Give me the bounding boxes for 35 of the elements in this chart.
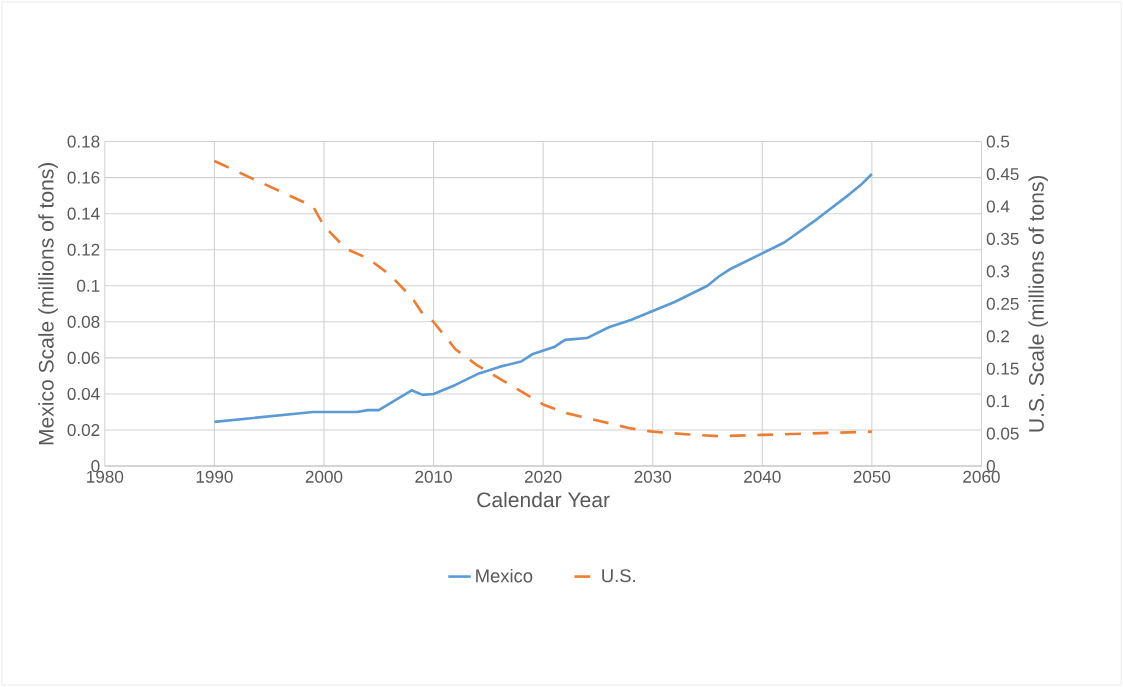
y2-tick-label: 0.5 bbox=[986, 135, 1010, 148]
y2-axis-title: U.S. Scale (millions of tons) bbox=[1028, 175, 1049, 432]
x-tick-label: 2030 bbox=[634, 470, 672, 483]
y-tick-label: 0.04 bbox=[67, 387, 100, 401]
y2-tick-label: 0.2 bbox=[986, 330, 1010, 343]
y-tick-label: 0.1 bbox=[77, 279, 100, 292]
y-tick-label: 0.08 bbox=[67, 315, 100, 328]
x-tick-label: 2010 bbox=[415, 470, 452, 483]
x-tick-label: 2000 bbox=[305, 470, 343, 483]
y-tick-label: 0.12 bbox=[67, 243, 100, 256]
x-tick-label: 2040 bbox=[744, 470, 781, 483]
y-tick-label: 0.06 bbox=[67, 351, 100, 364]
y2-tick-label: 0.1 bbox=[986, 395, 1010, 408]
y2-tick-label: 0.4 bbox=[986, 200, 1010, 213]
x-tick-label: 1990 bbox=[196, 470, 233, 483]
y2-tick-label: 0.25 bbox=[986, 297, 1019, 310]
y-axis-title: Mexico Scale (millions of tons) bbox=[38, 163, 58, 445]
x-tick-label: 2020 bbox=[524, 470, 562, 483]
y2-tick-label: 0.15 bbox=[986, 362, 1019, 375]
y2-tick-label: 0.05 bbox=[986, 427, 1019, 440]
legend-label: Mexico bbox=[476, 568, 533, 583]
x-tick-label: 1980 bbox=[87, 470, 124, 483]
y2-tick-label: 0 bbox=[986, 460, 995, 473]
y2-tick-label: 0.35 bbox=[986, 232, 1019, 246]
x-tick-label: 2060 bbox=[963, 470, 1000, 483]
y-tick-label: 0.18 bbox=[67, 135, 100, 148]
y2-tick-label: 0.3 bbox=[986, 265, 1010, 278]
y-tick-label: 0 bbox=[91, 460, 100, 473]
x-axis-title: Calendar Year bbox=[477, 491, 610, 508]
y-tick-label: 0.02 bbox=[67, 423, 100, 437]
y2-tick-label: 0.45 bbox=[986, 168, 1019, 181]
x-tick-label: 2050 bbox=[853, 470, 891, 483]
legend-label: U.S. bbox=[602, 569, 635, 583]
y-tick-label: 0.14 bbox=[67, 207, 100, 220]
y-tick-label: 0.16 bbox=[67, 171, 100, 184]
